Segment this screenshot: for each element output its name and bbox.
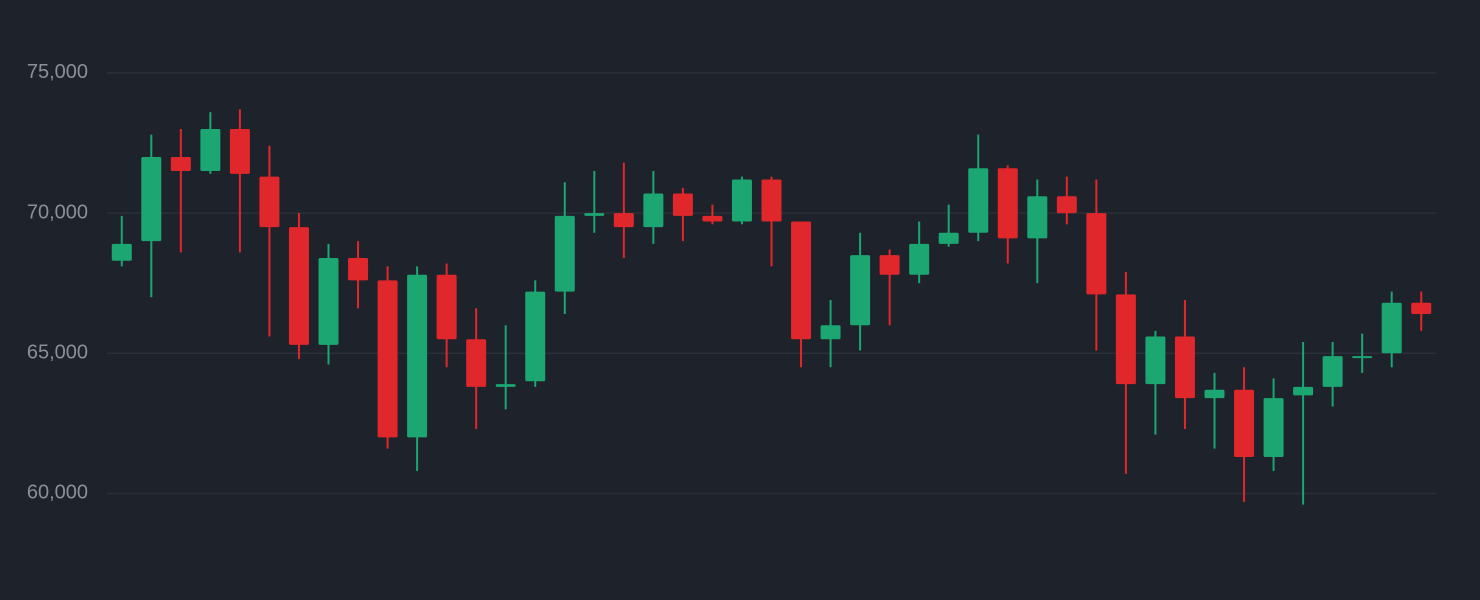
candle-body <box>318 257 339 345</box>
y-tick-label: 60,000 <box>27 482 88 504</box>
candle-body <box>200 128 221 172</box>
candle-body <box>495 384 516 387</box>
candle-body <box>1352 356 1373 359</box>
candle-body <box>1234 389 1255 458</box>
candle-body <box>1263 398 1284 458</box>
candle-body <box>436 274 457 340</box>
candle-body <box>1411 302 1432 315</box>
candle-body <box>1056 196 1077 214</box>
candle-body <box>731 179 752 222</box>
candle-body <box>997 168 1018 239</box>
candle-body <box>1174 336 1195 399</box>
candle-body <box>968 168 989 233</box>
candle-body <box>1204 389 1225 399</box>
candle-body <box>584 213 605 216</box>
y-tick-label: 75,000 <box>27 61 88 83</box>
y-tick-label: 65,000 <box>27 342 88 364</box>
candle-body <box>288 227 309 345</box>
candle-body <box>613 213 634 228</box>
candle-body <box>761 179 782 222</box>
candle-body <box>850 255 871 326</box>
candle-body <box>259 176 280 228</box>
candle-body <box>111 243 132 261</box>
candle-body <box>348 257 369 281</box>
candle-body <box>879 255 900 275</box>
candle-body <box>525 291 546 382</box>
candle-body <box>377 280 398 438</box>
candle-body <box>938 232 959 244</box>
y-tick-label: 70,000 <box>27 201 88 223</box>
candle-body <box>141 157 162 242</box>
candle-body <box>1086 213 1107 295</box>
candle-body <box>1115 294 1136 385</box>
candle-body <box>643 193 664 228</box>
candle-body <box>791 221 812 340</box>
candle-body <box>1145 336 1166 385</box>
candle-body <box>909 243 930 275</box>
candle-body <box>1322 356 1343 387</box>
candle-body <box>702 215 723 222</box>
candle-body <box>170 157 191 172</box>
candle-body <box>466 339 487 387</box>
candle-body <box>554 215 575 292</box>
candle-body <box>1027 196 1048 239</box>
candle-body <box>1381 302 1402 354</box>
candle-body <box>820 325 841 340</box>
candle-body <box>1293 386 1314 396</box>
candle-body <box>407 274 428 438</box>
candle-body <box>672 193 693 216</box>
candle-body <box>229 128 250 174</box>
